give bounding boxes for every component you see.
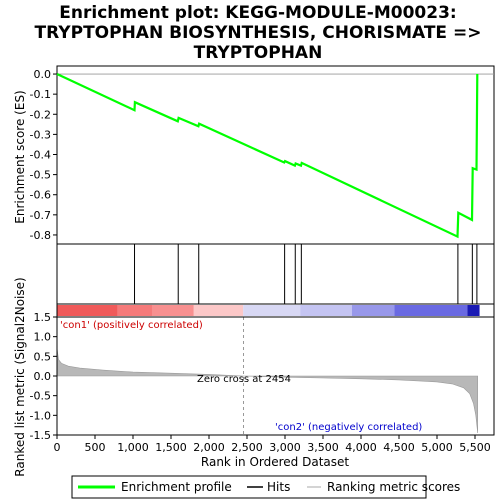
x-tick-label: 2,500 (231, 441, 263, 454)
ranking-y-tick-label: 0.5 (34, 350, 52, 363)
x-tick-label: 2,000 (193, 441, 225, 454)
x-tick-label: 5,000 (421, 441, 453, 454)
heat-bar-segment (193, 305, 244, 316)
x-tick-label: 1,000 (117, 441, 149, 454)
negative-correlation-label: 'con2' (negatively correlated) (275, 422, 422, 433)
enrichment-score-panel: 0.0 -0.1 -0.2 -0.3 -0.4 -0.5 -0.6 -0.7 -0.8 Enri… (13, 65, 495, 245)
ranking-y-tick-label: -1.0 (30, 409, 51, 422)
ranking-metric-panel: 1.5 1.0 0.5 0.0 -0.5 -1.0 -1.5 'con1' (positiv… (13, 277, 495, 477)
x-axis-label: Rank in Ordered Dataset (201, 455, 349, 469)
hits-panel (56, 243, 495, 305)
heat-bar-segment (467, 305, 480, 316)
heat-bar-segment (351, 305, 395, 316)
chart-title-line-2: TRYPTOPHAN BIOSYNTHESIS, CHORISMATE => (35, 23, 482, 43)
x-tick-label: 4,500 (383, 441, 415, 454)
positive-correlation-label: 'con1' (positively correlated) (60, 320, 203, 331)
legend-enrichment-profile: Enrichment profile (121, 480, 232, 494)
ranking-heat-bar (56, 303, 495, 318)
ranking-y-axis-label: Ranked list metric (Signal2Noise) (13, 277, 27, 476)
x-tick-label: 0 (54, 441, 61, 454)
es-y-tick-label: -0.8 (30, 229, 51, 242)
es-y-tick-label: -0.7 (30, 209, 51, 222)
es-y-tick-label: 0.0 (34, 68, 52, 81)
es-y-tick-label: -0.6 (30, 189, 51, 202)
es-y-tick-label: -0.1 (30, 88, 51, 101)
ranking-metric-area (56, 347, 478, 434)
heat-bar-segments (57, 305, 480, 316)
x-tick-label: 5,500 (459, 441, 491, 454)
ranking-panel-frame (56, 316, 495, 436)
enrichment-profile-line (56, 73, 479, 239)
heat-bar-segment (152, 305, 194, 316)
es-y-axis: 0.0 -0.1 -0.2 -0.3 -0.4 -0.5 -0.6 -0.7 -0.8 (30, 68, 57, 242)
ranking-metric-scores-area (56, 347, 478, 434)
enrichment-profile-polyline (56, 73, 479, 239)
chart-title-line-3: TRYPTOPHAN (194, 43, 323, 63)
heat-bar-segment (243, 305, 301, 316)
ranking-y-tick-label: -0.5 (30, 390, 51, 403)
heat-bar-segment (394, 305, 468, 316)
hit-markers (134, 244, 478, 304)
x-tick-label: 4,000 (345, 441, 377, 454)
es-y-tick-label: -0.5 (30, 169, 51, 182)
legend-ranking-metric-scores: Ranking metric scores (327, 480, 460, 494)
heat-bar-segment (117, 305, 152, 316)
heat-bar-segment (300, 305, 352, 316)
hits-panel-frame (56, 243, 495, 305)
legend-hits: Hits (267, 480, 290, 494)
ranking-y-tick-label: 0.0 (34, 370, 52, 383)
heat-bar-segment (57, 305, 118, 316)
ranking-y-tick-label: -1.5 (30, 429, 51, 442)
es-y-axis-label: Enrichment score (ES) (13, 90, 27, 223)
ranking-y-tick-label: 1.5 (34, 311, 52, 324)
ranking-y-axis: 1.5 1.0 0.5 0.0 -0.5 -1.0 -1.5 (30, 311, 57, 442)
x-tick-label: 3,000 (269, 441, 301, 454)
x-tick-label: 3,500 (307, 441, 339, 454)
x-axis: 0 500 1,000 1,500 2,000 2,500 3,000 3,500 4,000 4… (54, 435, 491, 454)
chart-title-line-1: Enrichment plot: KEGG-MODULE-M00023: (59, 3, 456, 23)
legend: Enrichment profile Hits Ranking metric s… (71, 475, 460, 499)
zero-cross-label: Zero cross at 2454 (197, 374, 291, 385)
x-tick-label: 1,500 (155, 441, 187, 454)
es-panel-frame (56, 65, 495, 245)
x-tick-label: 500 (85, 441, 106, 454)
ranking-y-tick-label: 1.0 (34, 331, 52, 344)
es-y-tick-label: -0.4 (30, 148, 51, 161)
es-y-tick-label: -0.2 (30, 108, 51, 121)
es-y-tick-label: -0.3 (30, 128, 51, 141)
